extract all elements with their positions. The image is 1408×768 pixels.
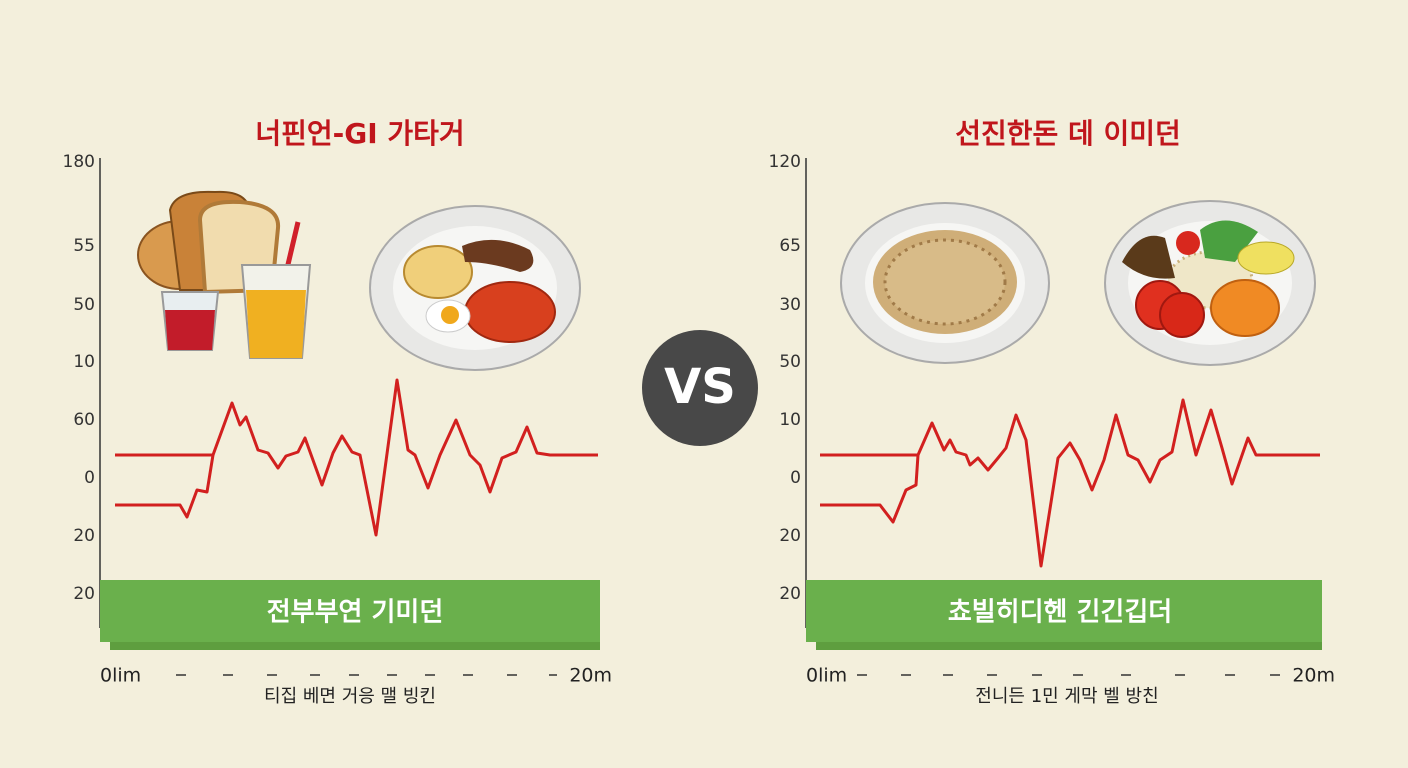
y-label: 20 bbox=[73, 584, 95, 604]
vs-text: VS bbox=[664, 359, 736, 415]
breakfast-plate bbox=[369, 205, 581, 371]
caption: 티집 베면 거응 맬 빙킨 bbox=[264, 686, 436, 707]
y-labels: 180 55 50 10 60 0 20 20 bbox=[63, 152, 95, 604]
glucose-line bbox=[115, 454, 215, 519]
y-label: 20 bbox=[73, 526, 95, 546]
y-label: 120 bbox=[769, 152, 801, 172]
glucose-line bbox=[115, 378, 598, 537]
vs-badge bbox=[642, 330, 758, 446]
y-label: 0 bbox=[84, 468, 95, 488]
y-label: 180 bbox=[63, 152, 95, 172]
y-label: 50 bbox=[73, 295, 95, 315]
banner bbox=[100, 580, 600, 642]
glucose-line bbox=[820, 454, 920, 524]
y-label: 50 bbox=[779, 352, 801, 372]
banner bbox=[806, 580, 1322, 642]
y-label: 65 bbox=[779, 236, 801, 256]
y-label: 10 bbox=[73, 352, 95, 372]
left-panel: 너핀언-GI 가타거 180 55 50 10 60 0 20 20 bbox=[63, 117, 612, 707]
y-label: 60 bbox=[73, 410, 95, 430]
veggie-plate bbox=[1104, 200, 1316, 366]
x-end-label: 20m bbox=[569, 665, 612, 687]
x-start-label: 0lim bbox=[100, 665, 141, 687]
y-label: 20 bbox=[779, 584, 801, 604]
juice-glass bbox=[240, 221, 312, 359]
y-label: 10 bbox=[779, 410, 801, 430]
x-start-label: 0lim bbox=[806, 665, 847, 687]
y-labels: 120 65 30 50 10 0 20 20 bbox=[769, 152, 801, 604]
caption: 전니든 1민 게막 벨 방친 bbox=[975, 686, 1158, 707]
bread bbox=[137, 190, 281, 295]
panel-title: 선진한돈 데 이미던 bbox=[955, 117, 1181, 150]
right-panel: 선진한돈 데 이미던 120 65 30 50 10 0 20 20 쵸빌히디헨 긴긴깁더 0… bbox=[769, 117, 1335, 707]
glucose-line bbox=[820, 398, 1320, 568]
red-glass bbox=[160, 291, 220, 351]
rice-plate bbox=[840, 202, 1050, 364]
panel-title: 너핀언-GI 가타거 bbox=[255, 117, 464, 150]
y-label: 0 bbox=[790, 468, 801, 488]
banner-text: 쵸빌히디헨 긴긴깁더 bbox=[948, 598, 1172, 628]
x-end-label: 20m bbox=[1292, 665, 1335, 687]
y-label: 20 bbox=[779, 526, 801, 546]
y-label: 55 bbox=[73, 236, 95, 256]
y-label: 30 bbox=[779, 295, 801, 315]
banner-text: 전부부연 기미던 bbox=[267, 598, 444, 628]
